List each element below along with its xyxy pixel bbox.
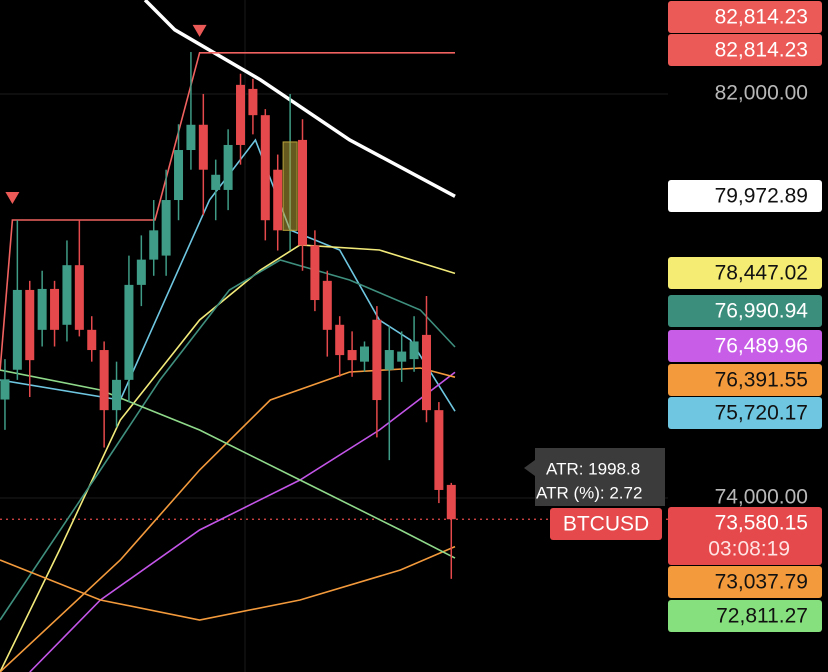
candles — [0, 52, 456, 579]
candle-body — [0, 379, 10, 400]
candle-body — [87, 329, 97, 351]
candle-body — [236, 84, 246, 145]
candle-body — [25, 289, 35, 361]
y-tick-label: 82,000.00 — [715, 81, 808, 104]
indicator-line — [0, 369, 456, 559]
indicator-line — [0, 545, 456, 621]
price-tag-label: 72,811.27 — [716, 605, 808, 628]
price-tag — [668, 180, 822, 212]
candle-body — [211, 174, 221, 190]
candle-body — [335, 324, 345, 356]
price-tag — [668, 295, 822, 327]
last-price-tag — [668, 507, 822, 565]
candle-body — [322, 280, 332, 330]
candle-body — [421, 334, 431, 411]
indicator-line — [29, 371, 456, 672]
indicator-line — [0, 259, 456, 621]
indicator-line — [143, 0, 456, 198]
candle-body — [112, 379, 122, 411]
candle-body — [298, 139, 308, 246]
candle-body — [198, 124, 208, 170]
price-tag-label: 82,814.23 — [715, 6, 808, 29]
price-tag-label: 78,447.02 — [715, 262, 808, 285]
tooltip-text: ATR: 1998.8 — [546, 459, 640, 478]
price-axis: 82,000.00 74,000.00 82,814.23 82,814.23 79,9… — [550, 1, 822, 632]
candle-body — [62, 265, 72, 325]
candle-body — [273, 169, 283, 231]
candle-body — [359, 346, 369, 362]
price-tag — [668, 600, 822, 632]
candle-body — [347, 350, 357, 361]
candle-body — [99, 350, 109, 411]
candle-body — [434, 410, 444, 490]
price-tag — [668, 330, 822, 362]
price-tag-label: 76,990.94 — [715, 300, 809, 323]
candle-body — [372, 319, 382, 401]
candle-body — [186, 124, 196, 151]
price-tag — [668, 34, 822, 66]
price-tag-label: 76,391.55 — [715, 369, 808, 392]
price-tag-label: 75,720.17 — [715, 402, 808, 425]
price-tag — [668, 257, 822, 289]
indicator-line — [0, 244, 456, 672]
candle-body — [282, 141, 298, 231]
candle-body — [446, 484, 456, 520]
candle-body — [310, 245, 320, 301]
indicator-line — [0, 52, 455, 372]
candle-body — [397, 351, 407, 362]
price-tag — [668, 566, 822, 598]
symbol-label: BTCUSD — [563, 513, 649, 536]
candle-body — [223, 144, 233, 190]
candle-body — [124, 284, 134, 380]
tooltip-box — [524, 448, 665, 506]
candle-body — [74, 265, 84, 330]
tooltip-text: ATR (%): 2.72 — [536, 483, 642, 502]
symbol-tag — [550, 508, 662, 540]
price-tag-label: 79,972.89 — [715, 185, 808, 208]
candle-body — [174, 150, 184, 201]
price-tag — [668, 1, 822, 33]
tooltip: ATR: 1998.8 ATR (%): 2.72 — [524, 448, 665, 506]
candle-body — [12, 289, 22, 370]
last-price-label: 73,580.15 — [715, 512, 808, 535]
candle-body — [248, 88, 258, 116]
indicator-line — [0, 367, 456, 672]
candle-body — [50, 288, 60, 330]
countdown: 03:08:19 — [708, 538, 790, 561]
price-tag — [668, 397, 822, 429]
candle-body — [409, 341, 419, 360]
candle-body — [37, 288, 47, 330]
candle-body — [260, 115, 270, 221]
candle-body — [136, 259, 146, 285]
marker — [5, 191, 20, 204]
marker — [192, 24, 207, 37]
candle-body — [384, 350, 394, 370]
price-tag-label: 76,489.96 — [715, 335, 808, 358]
candle-body — [161, 200, 171, 256]
price-tag-label: 82,814.23 — [715, 39, 808, 62]
price-tag — [668, 364, 822, 396]
candle-body — [149, 230, 159, 260]
y-tick-label: 74,000.00 — [715, 486, 808, 509]
price-tag-label: 73,037.79 — [715, 571, 808, 594]
